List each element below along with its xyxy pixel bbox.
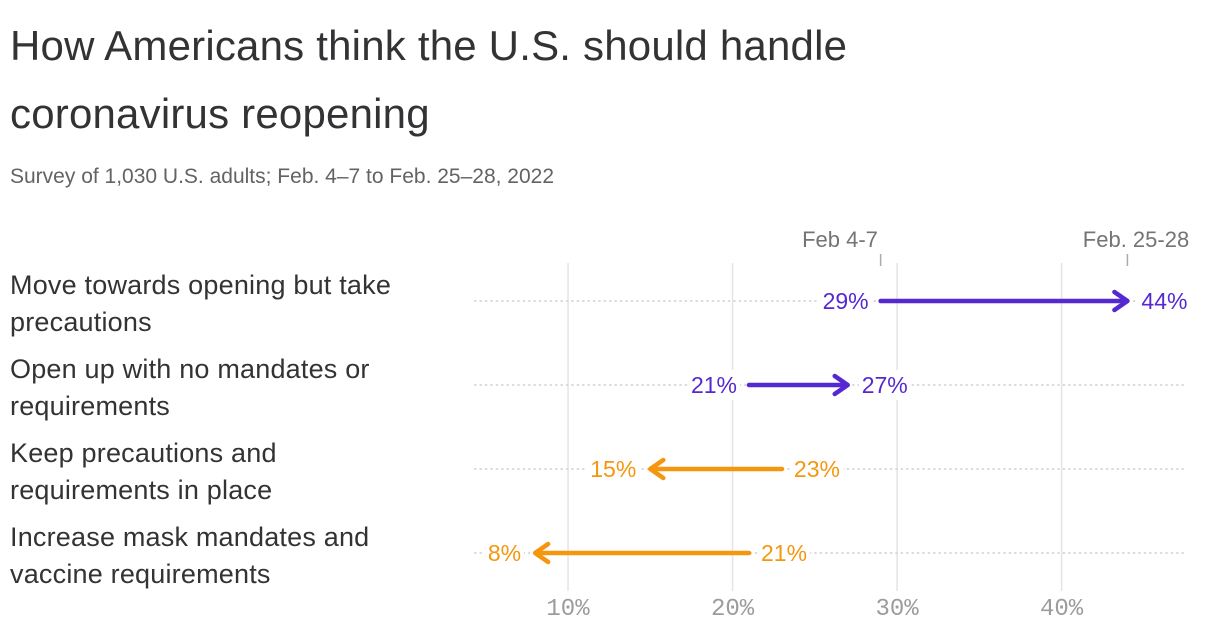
trend-arrow-head xyxy=(1112,289,1130,313)
value-label-end: 27% xyxy=(858,370,911,400)
category-label-line: requirements xyxy=(10,391,170,421)
category-label: Increase mask mandates and vaccine requir… xyxy=(10,519,490,593)
x-axis-tick-label: 10% xyxy=(546,596,590,623)
value-label-start: 29% xyxy=(819,286,872,316)
trend-arrow-head xyxy=(648,457,666,481)
chart-subtitle: Survey of 1,030 U.S. adults; Feb. 4–7 to… xyxy=(10,165,555,188)
value-label-start: 23% xyxy=(790,454,843,484)
value-label-start: 21% xyxy=(758,538,811,568)
chart-title: How Americans think the U.S. should hand… xyxy=(10,22,848,137)
value-label-end: 44% xyxy=(1138,286,1191,316)
x-axis-tick-label: 40% xyxy=(1039,596,1084,623)
x-axis-tick-label: 30% xyxy=(875,596,919,623)
value-label-end: 8% xyxy=(484,538,525,568)
column-label-end-date: Feb. 25-28 xyxy=(1082,227,1190,252)
category-label-line: Move towards opening but take xyxy=(10,270,392,300)
category-label: Keep precautions and requirements in plac… xyxy=(10,435,490,509)
x-axis-tick-label: 20% xyxy=(710,596,755,623)
category-label-line: requirements in place xyxy=(10,475,273,505)
value-label-end: 15% xyxy=(587,454,640,484)
category-label: Open up with no mandates or requirements xyxy=(10,351,490,425)
category-label-line: precautions xyxy=(10,307,152,337)
trend-arrow-head xyxy=(832,373,850,397)
column-label-start-date: Feb 4-7 xyxy=(802,227,878,252)
trend-arrow-head xyxy=(532,541,551,565)
category-label-line: Keep precautions and xyxy=(10,438,277,468)
category-label-line: vaccine requirements xyxy=(10,559,271,589)
category-label: Move towards opening but take precautions xyxy=(10,267,490,341)
value-label-start: 21% xyxy=(687,370,741,400)
category-label-line: Open up with no mandates or xyxy=(10,354,370,384)
category-label-line: Increase mask mandates and xyxy=(10,522,370,552)
